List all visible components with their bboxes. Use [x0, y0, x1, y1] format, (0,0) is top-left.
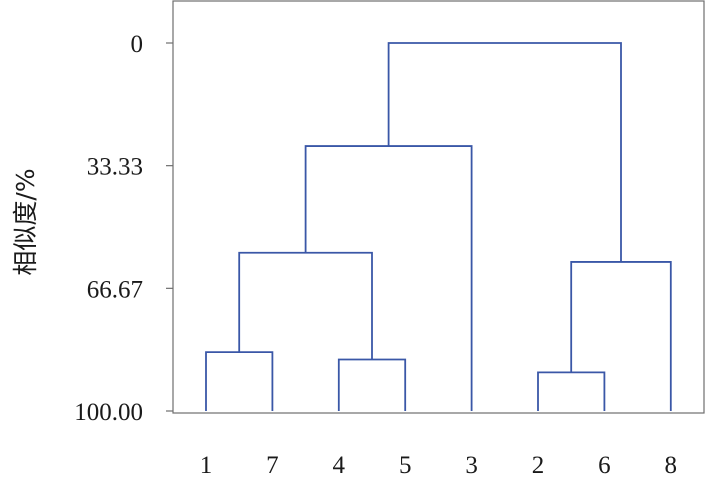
y-tick-label: 0 [131, 31, 144, 58]
leaf-label-5: 5 [399, 452, 412, 479]
merge-link-c2 [337, 358, 407, 411]
merge-link-c7 [387, 42, 622, 262]
y-axis-title: 相似度/% [11, 168, 40, 275]
dendrogram-links [205, 42, 672, 411]
y-tick-label: 100.00 [74, 399, 143, 426]
merge-link-c6 [570, 261, 672, 411]
y-tick-label: 66.67 [87, 276, 143, 303]
merge-link-c3 [537, 371, 606, 411]
merge-link-c5 [304, 145, 473, 411]
y-tick-label: 33.33 [87, 154, 143, 181]
y-axis-ticks: 0 33.33 66.67 100.00 [74, 31, 173, 426]
leaf-label-1: 1 [200, 452, 213, 479]
leaf-label-8: 8 [665, 452, 678, 479]
merge-link-c1 [205, 351, 274, 411]
leaf-label-3: 3 [465, 452, 478, 479]
leaf-label-6: 6 [598, 452, 611, 479]
leaf-label-4: 4 [333, 452, 346, 479]
leaf-label-7: 7 [266, 452, 279, 479]
x-axis-leaf-labels: 1 7 4 5 3 2 6 8 [200, 452, 677, 479]
plot-frame [172, 0, 705, 414]
merge-link-c4 [238, 251, 373, 360]
leaf-label-2: 2 [532, 452, 545, 479]
